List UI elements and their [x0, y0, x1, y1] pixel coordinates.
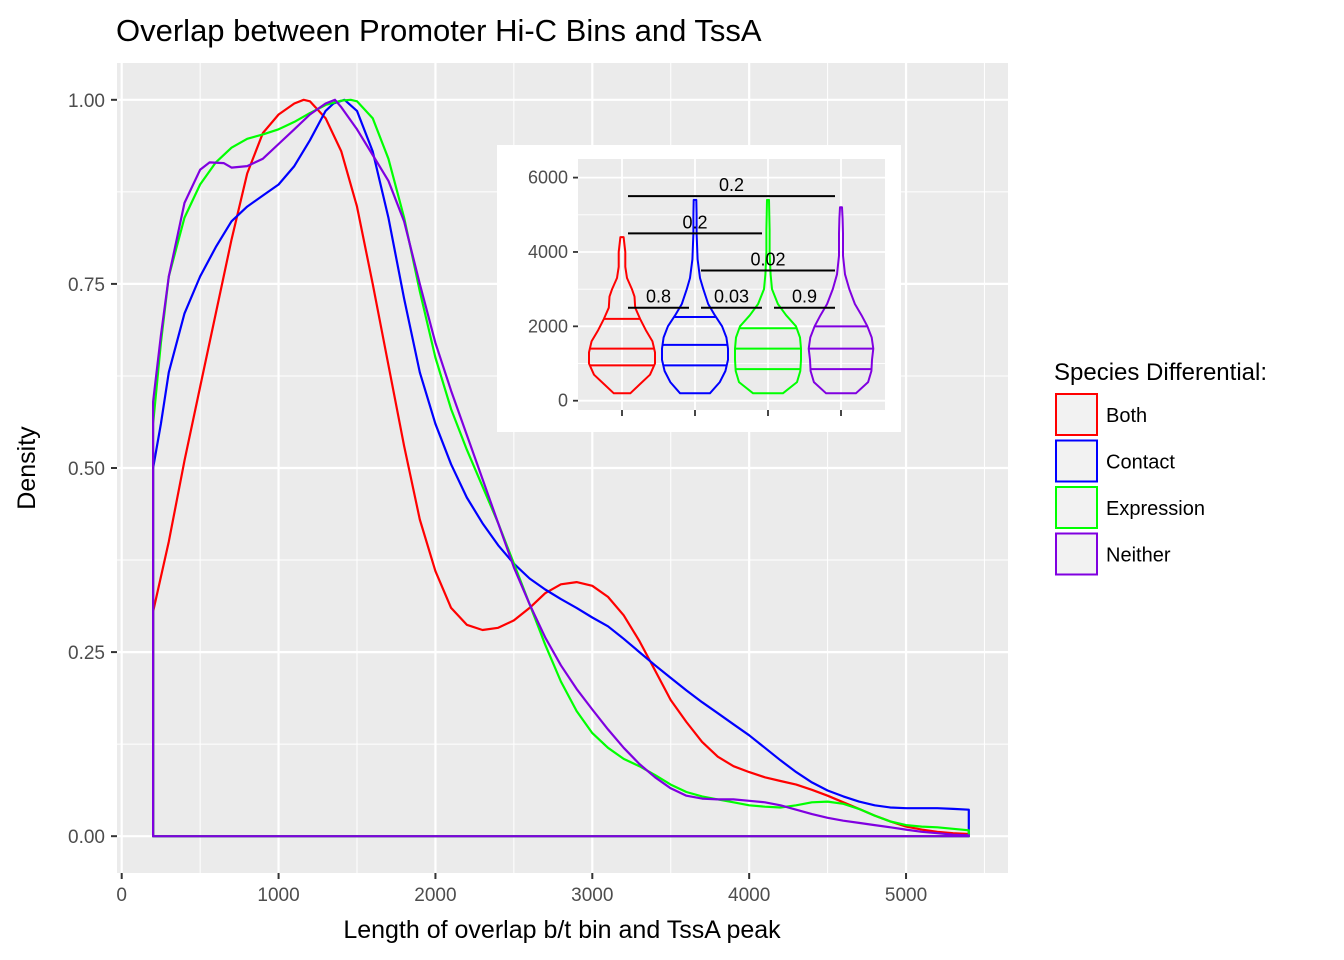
- density-curve-neither: [152, 98, 970, 838]
- y-tick-label: 0.00: [68, 827, 105, 848]
- y-tick-label: 0.25: [68, 643, 105, 664]
- violin-contact: [661, 198, 729, 395]
- legend: Species Differential: Both Contact Express…: [1054, 359, 1267, 576]
- violin-inset: 0.8 0.03 0.9 0.02 0.2 0.2 0 2000 4000 6000: [497, 145, 901, 432]
- significance-label: 0.2: [682, 212, 707, 232]
- x-tick-label: 5000: [885, 885, 927, 906]
- significance-label: 0.9: [792, 287, 817, 307]
- y-tick-label: 0.75: [68, 275, 105, 296]
- significance-label: 0.2: [719, 175, 744, 195]
- density-curve-expression: [152, 98, 970, 838]
- significance-label: 0.03: [714, 287, 749, 307]
- significance-label: 0.8: [646, 287, 671, 307]
- significance-label: 0.02: [750, 250, 785, 270]
- y-tick-label: 1.00: [68, 91, 105, 112]
- main-axis-ticks: 0 1000 2000 3000 4000 5000 0.00 0.25 0.50 0.75 1.0…: [68, 91, 927, 906]
- legend-key-expression: [1055, 486, 1098, 529]
- inset-y-tick-label: 6000: [528, 168, 568, 188]
- legend-key-contact: [1055, 439, 1098, 483]
- legend-label-contact: Contact: [1106, 452, 1175, 474]
- legend-key-both: [1055, 393, 1098, 436]
- y-axis-title: Density: [13, 426, 41, 510]
- violins: [588, 198, 875, 395]
- legend-label-neither: Neither: [1106, 545, 1171, 567]
- density-curve-contact: [152, 98, 970, 838]
- density-series: [152, 98, 970, 838]
- legend-label-both: Both: [1106, 405, 1147, 427]
- significance-brackets: 0.8 0.03 0.9 0.02 0.2 0.2: [628, 175, 835, 309]
- inset-y-tick-label: 0: [558, 391, 568, 411]
- x-axis-title: Length of overlap b/t bin and TssA peak: [343, 916, 781, 944]
- violin-both: [588, 236, 656, 395]
- x-tick-label: 2000: [414, 885, 456, 906]
- legend-key-neither: [1055, 532, 1098, 576]
- x-tick-label: 0: [116, 885, 127, 906]
- x-tick-label: 1000: [257, 885, 299, 906]
- y-tick-label: 0.50: [68, 459, 105, 480]
- inset-axis-ticks: 0 2000 4000 6000: [528, 168, 842, 416]
- chart-title: Overlap between Promoter Hi-C Bins and T…: [116, 13, 762, 48]
- inset-y-tick-label: 4000: [528, 242, 568, 262]
- inset-y-tick-label: 2000: [528, 316, 568, 336]
- x-tick-label: 4000: [728, 885, 770, 906]
- legend-title: Species Differential:: [1054, 359, 1267, 386]
- x-tick-label: 3000: [571, 885, 613, 906]
- legend-label-expression: Expression: [1106, 498, 1205, 520]
